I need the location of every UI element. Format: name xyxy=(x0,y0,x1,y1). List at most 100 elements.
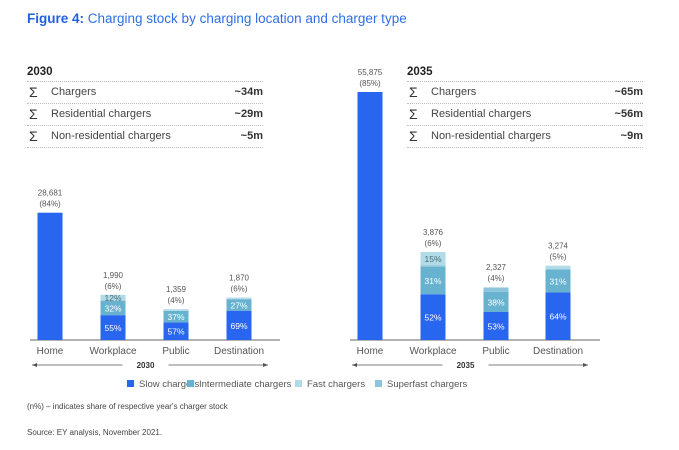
summary-value: ~5m xyxy=(240,130,263,142)
bar-segment-superfast xyxy=(420,265,446,267)
legend-label: Fast chargers xyxy=(307,379,365,390)
summary-row-chargers: Σ Chargers ~34m xyxy=(27,82,263,104)
summary-label: Chargers xyxy=(431,86,477,98)
bar-segment-intermediate xyxy=(545,269,571,293)
legend-swatch-superfast xyxy=(375,380,382,387)
bar-share-label: (6%) xyxy=(425,239,442,248)
figure-title-text: Charging stock by charging location and … xyxy=(84,11,407,26)
category-label: Public xyxy=(482,346,509,357)
bar-segment-fast xyxy=(226,297,252,299)
bar-segment-slow xyxy=(357,92,383,340)
category-label: Destination xyxy=(214,346,264,357)
segment-label: 15% xyxy=(424,254,441,264)
segment-label: 64% xyxy=(549,312,566,322)
sigma-icon: Σ xyxy=(29,84,38,100)
arrow-right-icon xyxy=(263,363,268,367)
category-label: Public xyxy=(162,346,189,357)
bar-total-label: 1,870 xyxy=(229,274,250,283)
bar-segment-intermediate xyxy=(483,291,509,312)
summary-value: ~9m xyxy=(620,130,643,142)
figure-title: Figure 4: Charging stock by charging loc… xyxy=(27,11,407,26)
category-label: Home xyxy=(357,346,384,357)
bar-share-label: (84%) xyxy=(39,200,61,209)
group-year-label: 2030 xyxy=(137,361,155,370)
summary-value: ~34m xyxy=(234,86,263,98)
summary-2030: 2030 Σ Chargers ~34m Σ Residential chargers… xyxy=(27,63,263,148)
segment-label: 52% xyxy=(424,313,441,323)
summary-year: 2030 xyxy=(27,63,263,82)
sigma-icon: Σ xyxy=(409,106,418,122)
segment-label: 69% xyxy=(230,321,247,331)
bar-share-label: (4%) xyxy=(168,296,185,305)
segment-label: 55% xyxy=(104,323,121,333)
legend-swatch-slow xyxy=(127,380,134,387)
bar-total-label: 1,990 xyxy=(103,271,124,280)
summary-label: Non-residential chargers xyxy=(431,130,551,142)
bar-segment-intermediate xyxy=(100,300,126,316)
sigma-icon: Σ xyxy=(29,128,38,144)
source-note: Source: EY analysis, November 2021. xyxy=(27,428,163,437)
bar-total-label: 3,876 xyxy=(423,228,444,237)
bar-segment-slow xyxy=(163,322,189,340)
segment-label: 31% xyxy=(424,276,441,286)
arrow-left-icon xyxy=(32,363,37,367)
segment-label: 53% xyxy=(487,321,504,331)
bar-total-label: 3,274 xyxy=(548,242,569,251)
summary-row-residential: Σ Residential chargers ~56m xyxy=(407,104,643,126)
summary-label: Chargers xyxy=(51,86,97,98)
summary-row-chargers: Σ Chargers ~65m xyxy=(407,82,643,104)
sigma-icon: Σ xyxy=(409,128,418,144)
segment-label: 31% xyxy=(549,276,566,286)
segment-label: 12% xyxy=(104,293,121,303)
bar-segment-slow xyxy=(226,310,252,340)
bar-share-label: (4%) xyxy=(488,274,505,283)
bar-segment-intermediate xyxy=(226,299,252,311)
share-footnote: (n%) – indicates share of respective yea… xyxy=(27,402,228,411)
bar-share-label: (85%) xyxy=(359,79,381,88)
segment-label: 57% xyxy=(167,327,184,337)
summary-value: ~65m xyxy=(614,86,643,98)
bar-segment-fast xyxy=(545,265,571,270)
legend-label: Slow chargers xyxy=(139,379,199,390)
legend-label: Intermediate chargers xyxy=(199,379,292,390)
segment-label: 38% xyxy=(487,297,504,307)
summary-year: 2035 xyxy=(407,63,643,82)
sigma-icon: Σ xyxy=(409,84,418,100)
figure-number: Figure 4: xyxy=(27,11,85,26)
bar-segment-intermediate xyxy=(420,266,446,295)
legend-swatch-fast xyxy=(295,380,302,387)
bar-segment-intermediate xyxy=(163,310,189,323)
category-label: Home xyxy=(37,346,64,357)
bar-total-label: 1,359 xyxy=(166,285,187,294)
arrow-right-icon xyxy=(583,363,588,367)
sigma-icon: Σ xyxy=(29,106,38,122)
group-year-label: 2035 xyxy=(457,361,475,370)
segment-label: 32% xyxy=(104,303,121,313)
summary-label: Residential chargers xyxy=(431,108,532,120)
bar-segment-fast xyxy=(100,294,126,301)
bar-segment-slow xyxy=(420,294,446,340)
bar-total-label: 2,327 xyxy=(486,263,507,272)
bar-segment-slow xyxy=(483,311,509,340)
bar-segment-superfast xyxy=(483,287,509,292)
bar-share-label: (6%) xyxy=(105,282,122,291)
bar-segment-slow xyxy=(100,315,126,340)
segment-label: 27% xyxy=(230,300,247,310)
legend-swatch-intermediate xyxy=(187,380,194,387)
summary-label: Residential chargers xyxy=(51,108,152,120)
legend-label: Superfast chargers xyxy=(387,379,468,390)
bar-share-label: (5%) xyxy=(550,253,567,262)
bar-segment-fast xyxy=(483,287,509,288)
category-label: Workplace xyxy=(89,346,136,357)
summary-label: Non-residential chargers xyxy=(51,130,171,142)
bar-segment-fast xyxy=(420,252,446,266)
summary-row-non-residential: Σ Non-residential chargers ~5m xyxy=(27,126,263,148)
segment-label: 37% xyxy=(167,312,184,322)
bar-segment-fast xyxy=(163,309,189,311)
summary-row-residential: Σ Residential chargers ~29m xyxy=(27,104,263,126)
summary-row-non-residential: Σ Non-residential chargers ~9m xyxy=(407,126,643,148)
bar-total-label: 28,681 xyxy=(38,189,63,198)
category-label: Destination xyxy=(533,346,583,357)
summary-value: ~56m xyxy=(614,108,643,120)
